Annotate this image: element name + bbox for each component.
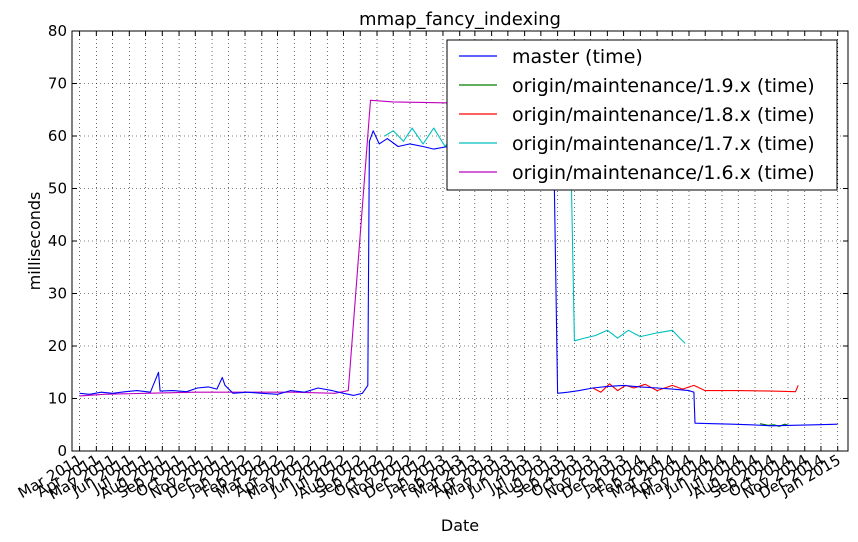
y-tick-label: 0 <box>57 442 67 460</box>
y-tick-label: 30 <box>48 285 67 303</box>
legend-entry: origin/maintenance/1.6.x (time) <box>512 162 815 184</box>
y-tick-label: 40 <box>48 232 67 250</box>
series-line-3 <box>384 127 686 344</box>
y-axis: 0 10 20 30 40 50 60 70 80 <box>48 22 848 460</box>
y-tick-label: 20 <box>48 337 67 355</box>
series-line-0 <box>79 130 838 427</box>
legend-entry: origin/maintenance/1.8.x (time) <box>512 104 815 126</box>
legend-entry: master (time) <box>512 46 643 68</box>
y-axis-label: milliseconds <box>25 192 44 291</box>
y-tick-label: 70 <box>48 75 67 93</box>
y-tick-label: 10 <box>48 390 67 408</box>
x-axis-label: Date <box>441 516 479 535</box>
legend-entry: origin/maintenance/1.7.x (time) <box>512 133 815 155</box>
legend-entry: origin/maintenance/1.9.x (time) <box>512 75 815 97</box>
series-line-4 <box>79 99 465 397</box>
series-layer <box>79 99 838 427</box>
y-tick-label: 50 <box>48 180 67 198</box>
y-tick-label: 60 <box>48 127 67 145</box>
legend-box <box>446 39 838 191</box>
y-tick-label: 80 <box>48 22 67 40</box>
legend: master (time) origin/maintenance/1.9.x (t… <box>446 39 838 191</box>
chart-title: mmap_fancy_indexing <box>359 9 561 30</box>
